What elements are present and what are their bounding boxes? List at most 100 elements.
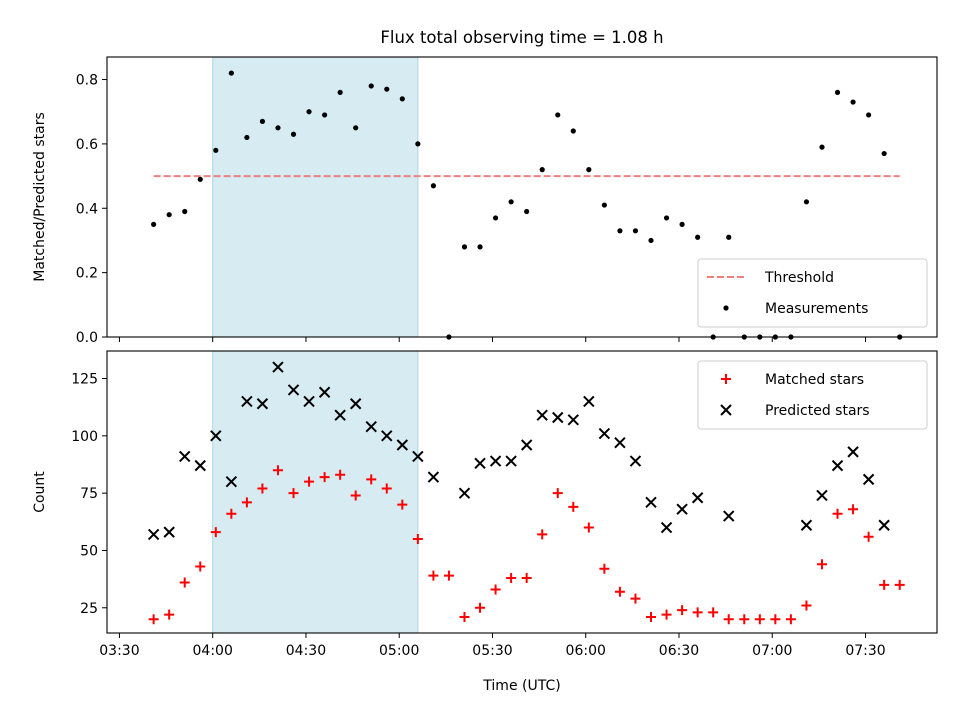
matched-point [272,465,283,476]
x-tick-label: 07:00 [752,643,792,659]
matched-point [148,614,159,625]
y-tick-label: 0.4 [76,201,98,217]
predicted-point [676,503,688,515]
measurement-point [648,237,654,244]
axes-frame [106,56,938,338]
legend-box [697,360,928,430]
measurement-point [244,134,250,141]
top-panel: 0.0 0.2 0.4 0.6 0.8 Matched/Predicted stars Th… [32,56,938,346]
predicted-point [412,450,424,463]
y-tick-label: 0.2 [76,266,98,282]
measurement-point [337,89,343,96]
measurement-point [524,208,530,215]
measurement-point [182,208,188,215]
matched-point [785,614,796,625]
legend-box [697,258,928,328]
matched-point [614,586,625,597]
measurement-point [555,112,561,118]
predicted-point [303,395,315,408]
measurement-point [570,128,576,134]
matched-point [241,497,252,508]
predicted-point [614,436,626,449]
matched-point [366,474,377,485]
predicted-point [256,398,269,410]
predicted-point [241,395,253,408]
matched-point [863,531,874,542]
legend-label: Measurements [765,301,868,317]
predicted-point [691,492,704,504]
matched-point [210,527,221,538]
y-tick-label: 125 [71,372,98,388]
x-tick-label: 05:30 [472,643,512,659]
matched-point [894,579,905,590]
predicted-point [163,526,175,538]
matched-point [848,504,859,515]
predicted-point [567,414,579,426]
matched-point [739,614,750,625]
matched-point [770,614,781,625]
x-tick-label: 06:00 [566,643,606,659]
legend: Matched stars Predicted stars [697,360,928,430]
measurement-point [384,86,390,92]
matched-point [288,488,299,499]
x-tick-label: 07:30 [845,643,885,659]
measurement-point [228,70,234,76]
matched-point [350,490,361,501]
measurement-point [259,118,266,124]
matched-point [816,559,827,570]
matched-point [195,561,206,572]
predicted-point [583,395,595,408]
x-tick-label: 03:30 [99,643,139,659]
matched-point [646,611,657,622]
predicted-point [458,487,471,499]
predicted-point [396,439,409,451]
predicted-point [474,457,486,470]
matched-point [397,499,408,510]
measurement-point [477,244,483,250]
measurement-point [819,144,825,150]
legend-matched-swatch [721,374,731,384]
measurement-point [803,199,810,205]
measurement-point [632,228,639,234]
matched-point [490,584,501,595]
matched-point [754,614,765,625]
predicted-point [272,361,284,373]
measurement-point [322,112,328,118]
matched-point [583,522,594,533]
measurement-point [726,234,732,240]
matched-point [257,483,268,494]
predicted-point [660,521,673,534]
matched-point [443,570,454,581]
matched-point [459,611,470,622]
measurement-point [415,141,421,147]
matched-point [599,563,610,574]
measurement-point [539,167,545,173]
measurement-point [399,96,405,102]
matched-point [179,577,190,588]
matched-point [568,501,579,512]
measurement-point [617,228,623,234]
predicted-point [318,386,331,398]
bottom-panel: 03:30 04:00 04:30 05:00 05:30 06:00 06:30 07:00… [32,350,938,694]
measurement-point [197,176,203,182]
y-axis-label: Count [32,471,48,513]
measurement-point [695,234,701,240]
measurement-point [353,125,359,131]
measurement-point [151,221,157,227]
matched-point [304,476,315,487]
matched-point [879,579,890,590]
predicted-point [816,489,828,502]
x-tick-label: 06:30 [659,643,699,659]
x-tick-label: 05:00 [379,643,419,659]
matched-point [692,607,703,618]
predicted-point [878,519,890,531]
predicted-point [194,459,206,472]
measurement-point [275,125,281,131]
measurement-point [306,109,312,115]
predicted-point [179,450,191,463]
matched-point [381,483,392,494]
predicted-point [489,455,502,467]
y-tick-label: 0.6 [76,137,98,153]
predicted-point [598,427,611,440]
